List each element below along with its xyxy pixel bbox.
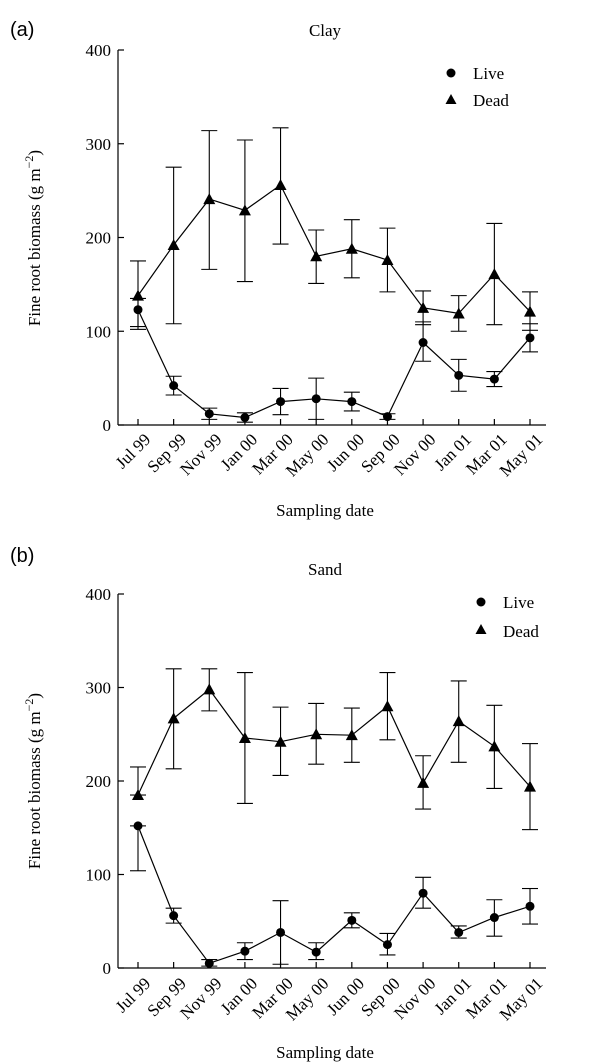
chart-title: Clay	[309, 21, 342, 40]
live-point	[489, 374, 499, 384]
legend: Live Dead	[475, 593, 539, 641]
chart-title: Sand	[308, 560, 343, 579]
live-point	[276, 927, 286, 937]
legend-dead-label: Dead	[503, 622, 539, 641]
y-tick-label: 100	[86, 866, 112, 885]
live-point	[418, 888, 428, 898]
dead-point	[132, 289, 144, 301]
dead-point	[310, 728, 323, 740]
dead-point	[452, 307, 465, 319]
legend-live-label: Live	[503, 593, 534, 612]
y-tick-label: 300	[86, 135, 112, 154]
live-point	[525, 901, 535, 911]
live-point	[454, 927, 464, 937]
dead-point	[274, 735, 287, 747]
series-live	[130, 297, 538, 423]
legend-live-marker	[476, 597, 486, 607]
dead-point	[452, 715, 465, 727]
y-axis-title-main: Fine root biomass (g m	[25, 168, 44, 326]
dead-line	[137, 184, 531, 315]
dead-point	[417, 776, 430, 788]
dead-point	[524, 305, 536, 317]
y-tick-label: 100	[86, 322, 112, 341]
series-dead	[130, 127, 538, 332]
dead-point	[381, 254, 394, 265]
live-point	[489, 913, 499, 923]
panel-sand: (b) Sand Fine root biomass (g m−2) Sampl…	[10, 545, 546, 1062]
dead-point	[417, 301, 430, 313]
y-tick-label: 300	[86, 679, 112, 698]
live-point	[240, 946, 250, 956]
live-point	[454, 370, 464, 380]
legend-dead-marker	[475, 624, 487, 634]
y-tick-label: 200	[86, 772, 112, 791]
y-axis-title-main: Fine root biomass (g m	[25, 711, 44, 869]
live-point	[525, 333, 535, 343]
dead-point	[488, 268, 501, 280]
dead-point	[310, 250, 323, 262]
dead-point	[345, 729, 358, 741]
y-tick-label: 200	[86, 229, 112, 248]
legend-live-label: Live	[473, 64, 504, 83]
dead-point	[381, 700, 394, 712]
series-live	[130, 821, 538, 968]
dead-point	[488, 740, 501, 752]
live-point	[240, 413, 250, 422]
legend-dead-marker	[445, 94, 457, 104]
live-point	[311, 394, 321, 404]
y-tick-label: 0	[103, 959, 112, 978]
dead-point	[238, 731, 251, 743]
live-point	[169, 381, 179, 391]
live-point	[276, 397, 286, 407]
live-point	[204, 409, 214, 419]
dead-point	[203, 683, 216, 695]
panel-clay: (a) Clay Fine root biomass (g m−2) Sampl…	[10, 19, 546, 520]
live-point	[347, 915, 357, 925]
y-axis-title-sup: −2	[22, 699, 36, 712]
live-line	[137, 825, 531, 965]
y-axis-title: Fine root biomass (g m−2)	[22, 150, 44, 326]
live-point	[382, 940, 392, 950]
live-point	[382, 412, 392, 422]
legend-live-marker	[446, 68, 456, 78]
dead-point	[167, 239, 180, 250]
live-point	[133, 821, 143, 831]
x-axis-title: Sampling date	[276, 1043, 374, 1062]
panel-label: (a)	[10, 19, 34, 41]
live-point	[347, 397, 357, 407]
y-axis-title-close: )	[25, 693, 44, 699]
legend-dead-label: Dead	[473, 91, 509, 110]
dead-point	[167, 712, 180, 724]
dead-point	[203, 193, 216, 205]
dead-line	[137, 688, 531, 796]
y-tick-label: 0	[103, 416, 112, 435]
y-tick-label: 400	[86, 585, 112, 604]
panel-label: (b)	[10, 545, 34, 567]
x-axis-title: Sampling date	[276, 501, 374, 520]
live-line	[137, 309, 531, 419]
live-point	[418, 338, 428, 347]
series-dead	[130, 668, 538, 831]
dead-point	[274, 179, 287, 190]
y-axis-title-close: )	[25, 150, 44, 156]
y-axis-title-sup: −2	[22, 156, 36, 169]
dead-point	[524, 780, 536, 792]
legend: Live Dead	[445, 64, 509, 110]
y-tick-label: 400	[86, 41, 112, 60]
dead-point	[345, 242, 358, 254]
live-point	[169, 911, 179, 921]
y-axis-title: Fine root biomass (g m−2)	[22, 693, 44, 869]
live-point	[204, 958, 214, 968]
live-point	[311, 947, 321, 957]
dead-point	[238, 204, 251, 216]
dead-point	[132, 789, 144, 801]
